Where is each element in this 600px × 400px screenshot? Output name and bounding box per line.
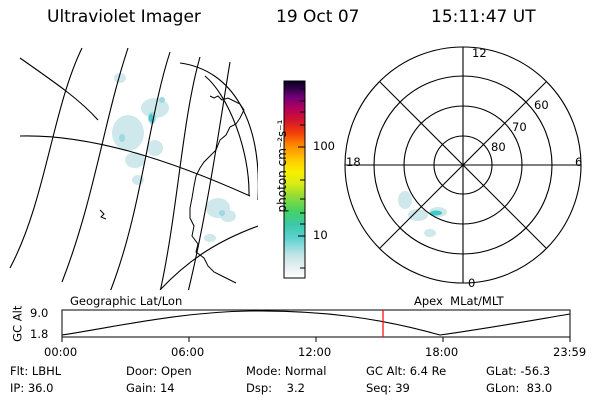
geographic-map bbox=[9, 47, 258, 290]
aurora-brightspot bbox=[149, 114, 153, 122]
coastline bbox=[189, 95, 245, 284]
polar-plot bbox=[344, 46, 582, 284]
gain-readout: Gain: 14 bbox=[126, 381, 175, 395]
aurora-emission-patches bbox=[112, 73, 236, 242]
latitude-arcs bbox=[9, 47, 258, 290]
glon-readout: GLon: 83.0 bbox=[486, 381, 553, 395]
date-label: 19 Oct 07 bbox=[276, 7, 360, 27]
instrument-title: Ultraviolet Imager bbox=[47, 7, 201, 27]
mode-readout: Mode: Normal bbox=[246, 364, 327, 378]
timeline-tick-1800: 18:00 bbox=[425, 345, 459, 359]
mlt-12-label: 12 bbox=[472, 46, 487, 60]
timeline-ylabel: GC Alt bbox=[10, 305, 25, 342]
timeline-ymax: 9.0 bbox=[30, 306, 49, 320]
colorbar-tick-100: 100 bbox=[313, 139, 335, 153]
timeline-tick-0600: 06:00 bbox=[171, 345, 205, 359]
filter-readout: Flt: LBHL bbox=[10, 364, 62, 378]
gc-alt-readout: GC Alt: 6.4 Re bbox=[366, 364, 447, 378]
colorbar-unit-label: photon cm⁻²s⁻¹ bbox=[275, 119, 289, 213]
lat-80-label: 80 bbox=[491, 140, 506, 154]
timeline-ymin: 1.8 bbox=[30, 327, 49, 341]
right-map-label: Apex MLat/MLT bbox=[414, 294, 504, 308]
ip-readout: IP: 36.0 bbox=[10, 381, 54, 395]
left-map-label: Geographic Lat/Lon bbox=[70, 294, 183, 308]
lat-70-label: 70 bbox=[512, 120, 527, 134]
longitude-lines bbox=[19, 57, 258, 290]
glat-readout: GLat: -56.3 bbox=[486, 364, 551, 378]
lat-60-label: 60 bbox=[534, 98, 549, 112]
colorbar-tick-10: 10 bbox=[313, 228, 328, 242]
door-readout: Door: Open bbox=[126, 364, 192, 378]
time-label: 15:11:47 UT bbox=[431, 7, 536, 27]
timeline-tick-2359: 23:59 bbox=[553, 345, 587, 359]
gc-alt-timeline bbox=[61, 309, 571, 342]
seq-readout: Seq: 39 bbox=[366, 381, 410, 395]
mlt-18-label: 18 bbox=[346, 155, 361, 169]
colorbar bbox=[283, 80, 306, 279]
timeline-tick-0000: 00:00 bbox=[44, 345, 78, 359]
timeline-tick-1200: 12:00 bbox=[298, 345, 332, 359]
mlt-6-label: 6 bbox=[575, 155, 583, 169]
dsp-readout: Dsp: 3.2 bbox=[246, 381, 305, 395]
mlt-0-label: 0 bbox=[468, 276, 476, 290]
